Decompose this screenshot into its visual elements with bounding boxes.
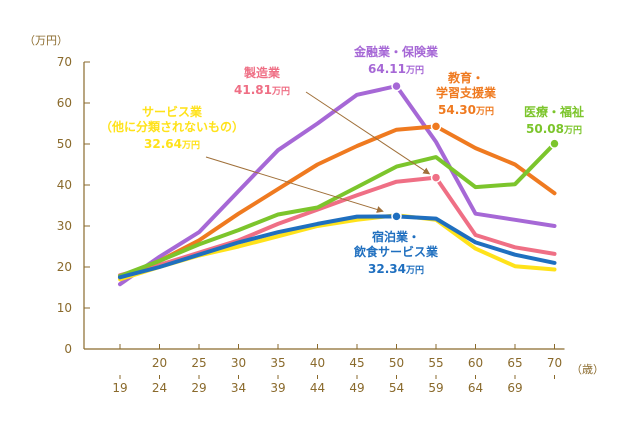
annotation-value: 32.64万円 xyxy=(144,137,200,151)
x-tick-label-bottom: 19 xyxy=(112,381,127,395)
y-tick-label: 20 xyxy=(57,260,72,274)
y-tick-label: 30 xyxy=(57,219,72,233)
x-tick-label-top: 60 xyxy=(468,356,483,370)
highlight-point-3 xyxy=(549,138,560,149)
arrow-manufacturing xyxy=(305,91,431,175)
x-tick-label-top: 40 xyxy=(310,356,325,370)
annotation-4: サービス業（他に分類されないもの） 32.64万円 xyxy=(100,104,244,151)
x-tick-label-top: 45 xyxy=(349,356,364,370)
annotation-label: 教育・ xyxy=(447,70,484,85)
x-tick-label-top: 50 xyxy=(389,356,404,370)
x-tick-label-bottom: 44 xyxy=(310,381,325,395)
x-tick-label-top: 35 xyxy=(270,356,285,370)
annotation-3: 医療・福祉 50.08万円 xyxy=(524,104,584,136)
x-tick-label-bottom: 69 xyxy=(507,381,522,395)
x-tick-label-bottom: 24 xyxy=(152,381,167,395)
annotation-value: 50.08万円 xyxy=(526,122,582,136)
y-tick-label: 40 xyxy=(57,178,72,192)
series-annotations: 金融業・保険業 64.11万円 製造業 41.81万円 教育・学習支援業 54.30万円 医… xyxy=(100,44,584,276)
x-tick-label-bottom: 64 xyxy=(468,381,483,395)
annotation-label: 金融業・保険業 xyxy=(353,44,439,59)
annotation-value: 41.81万円 xyxy=(234,83,290,97)
annotation-label: 学習支援業 xyxy=(436,85,497,100)
highlight-point-5 xyxy=(391,211,402,222)
x-tick-label-top: 30 xyxy=(231,356,246,370)
annotation-1: 製造業 41.81万円 xyxy=(234,65,290,97)
annotation-value: 64.11万円 xyxy=(368,62,424,76)
series-line-2 xyxy=(118,124,557,280)
annotation-label: 飲食サービス業 xyxy=(353,244,439,259)
annotation-arrows xyxy=(205,91,431,213)
y-tick-labels: 0 10 20 30 40 50 60 70 xyxy=(57,55,90,356)
y-tick-label: 50 xyxy=(57,137,72,151)
y-tick-label: 0 xyxy=(64,342,72,356)
annotation-label: （他に分類されないもの） xyxy=(100,119,244,134)
y-unit-label: （万円） xyxy=(24,34,68,47)
x-tick-label-top: 20 xyxy=(152,356,167,370)
y-tick-label: 60 xyxy=(57,96,72,110)
highlight-point-1 xyxy=(430,172,442,183)
x-unit-label: （歳） xyxy=(571,363,604,376)
x-tick-label-top: 25 xyxy=(191,356,206,370)
y-tick-label: 70 xyxy=(57,55,72,69)
annotation-label: サービス業 xyxy=(142,104,203,119)
annotation-0: 金融業・保険業 64.11万円 xyxy=(353,44,439,76)
series-line-5 xyxy=(118,214,557,280)
annotation-label: 製造業 xyxy=(243,65,281,80)
annotation-label: 医療・福祉 xyxy=(524,104,584,119)
y-tick-label: 10 xyxy=(57,301,72,315)
highlight-points xyxy=(391,80,560,222)
series-line-0 xyxy=(118,84,557,287)
x-tick-label-bottom: 54 xyxy=(389,381,404,395)
annotation-value: 32.34万円 xyxy=(368,262,424,276)
x-tick-label-bottom: 29 xyxy=(191,381,206,395)
arrow-services xyxy=(205,156,384,213)
annotation-2: 教育・学習支援業 54.30万円 xyxy=(436,70,497,117)
highlight-point-2 xyxy=(430,121,442,132)
x-tick-label-bottom: 59 xyxy=(428,381,443,395)
x-tick-labels: 19 20 24 25 29 30 34 35 39 40 44 45 49 50 54 55 59 60 64 65… xyxy=(112,344,562,395)
annotation-5: 宿泊業・飲食サービス業 32.34万円 xyxy=(353,229,439,276)
x-tick-label-top: 65 xyxy=(507,356,522,370)
x-tick-label-top: 55 xyxy=(428,356,443,370)
x-tick-label-bottom: 49 xyxy=(349,381,364,395)
x-tick-label-bottom: 39 xyxy=(270,381,285,395)
x-tick-label-top: 70 xyxy=(547,356,562,370)
x-tick-label-bottom: 34 xyxy=(231,381,246,395)
axes xyxy=(83,62,565,350)
highlight-point-0 xyxy=(391,80,402,92)
annotation-value: 54.30万円 xyxy=(438,103,494,117)
annotation-label: 宿泊業・ xyxy=(372,229,420,244)
